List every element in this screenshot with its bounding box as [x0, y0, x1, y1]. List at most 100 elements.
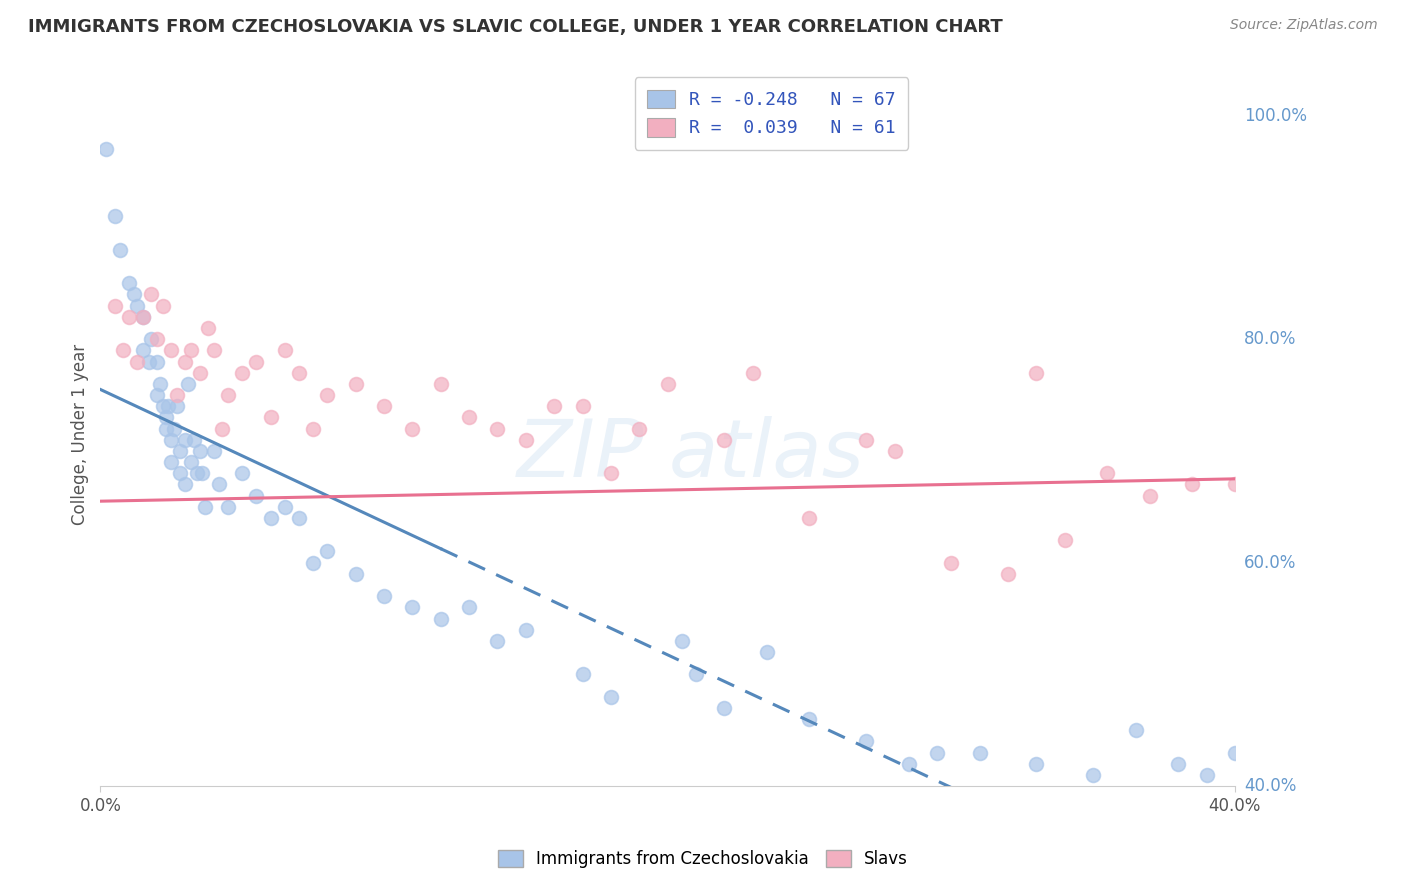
Point — [152, 399, 174, 413]
Point — [855, 433, 877, 447]
Point — [486, 633, 509, 648]
Point — [177, 376, 200, 391]
Point — [316, 544, 339, 558]
Point — [1125, 723, 1147, 738]
Point — [118, 277, 141, 291]
Point — [1025, 366, 1047, 380]
Text: 80.0%: 80.0% — [1244, 330, 1296, 348]
Point — [127, 354, 149, 368]
Point — [197, 321, 219, 335]
Point — [799, 712, 821, 726]
Point — [191, 467, 214, 481]
Point — [515, 623, 537, 637]
Point — [118, 310, 141, 324]
Point — [1053, 533, 1076, 548]
Point — [149, 376, 172, 391]
Point — [755, 645, 778, 659]
Point — [194, 500, 217, 514]
Point — [160, 343, 183, 358]
Point — [1195, 768, 1218, 782]
Point — [1223, 477, 1246, 491]
Point — [183, 433, 205, 447]
Point — [458, 600, 481, 615]
Point — [132, 343, 155, 358]
Point — [103, 209, 125, 223]
Point — [1281, 399, 1303, 413]
Point — [112, 343, 135, 358]
Point — [288, 366, 311, 380]
Point — [163, 421, 186, 435]
Point — [188, 444, 211, 458]
Point — [124, 287, 146, 301]
Point — [1365, 589, 1388, 603]
Point — [157, 399, 180, 413]
Point — [799, 511, 821, 525]
Point — [302, 421, 325, 435]
Point — [344, 566, 367, 581]
Point — [146, 388, 169, 402]
Point — [855, 734, 877, 748]
Point — [1337, 533, 1360, 548]
Point — [141, 287, 163, 301]
Point — [969, 746, 991, 760]
Point — [1097, 467, 1119, 481]
Point — [180, 343, 202, 358]
Point — [188, 366, 211, 380]
Point — [138, 354, 160, 368]
Point — [883, 444, 905, 458]
Point — [202, 343, 225, 358]
Point — [169, 444, 191, 458]
Legend: Immigrants from Czechoslovakia, Slavs: Immigrants from Czechoslovakia, Slavs — [491, 843, 915, 875]
Point — [103, 299, 125, 313]
Point — [897, 756, 920, 771]
Point — [941, 556, 963, 570]
Point — [1167, 756, 1189, 771]
Point — [274, 500, 297, 514]
Point — [217, 500, 239, 514]
Point — [180, 455, 202, 469]
Point — [685, 667, 707, 681]
Point — [231, 467, 253, 481]
Point — [741, 366, 763, 380]
Point — [713, 433, 735, 447]
Point — [245, 354, 267, 368]
Point — [132, 310, 155, 324]
Point — [543, 399, 565, 413]
Point — [160, 455, 183, 469]
Point — [515, 433, 537, 447]
Point — [202, 444, 225, 458]
Point — [657, 376, 679, 391]
Point — [1393, 511, 1406, 525]
Point — [174, 354, 197, 368]
Point — [373, 589, 395, 603]
Point — [211, 421, 233, 435]
Point — [141, 332, 163, 346]
Point — [373, 399, 395, 413]
Point — [486, 421, 509, 435]
Point — [429, 611, 451, 625]
Point — [166, 388, 188, 402]
Point — [160, 433, 183, 447]
Point — [174, 433, 197, 447]
Point — [1223, 746, 1246, 760]
Point — [997, 566, 1019, 581]
Text: 40.0%: 40.0% — [1244, 777, 1296, 795]
Point — [1181, 477, 1204, 491]
Point — [571, 399, 593, 413]
Point — [1309, 477, 1331, 491]
Point — [274, 343, 297, 358]
Point — [713, 701, 735, 715]
Point — [600, 690, 623, 704]
Point — [231, 366, 253, 380]
Point — [344, 376, 367, 391]
Point — [155, 410, 177, 425]
Text: 100.0%: 100.0% — [1244, 107, 1308, 125]
Point — [166, 399, 188, 413]
Point — [1251, 421, 1274, 435]
Point — [316, 388, 339, 402]
Point — [1081, 768, 1104, 782]
Point — [1139, 489, 1161, 503]
Point — [259, 410, 281, 425]
Point — [600, 467, 623, 481]
Point — [155, 421, 177, 435]
